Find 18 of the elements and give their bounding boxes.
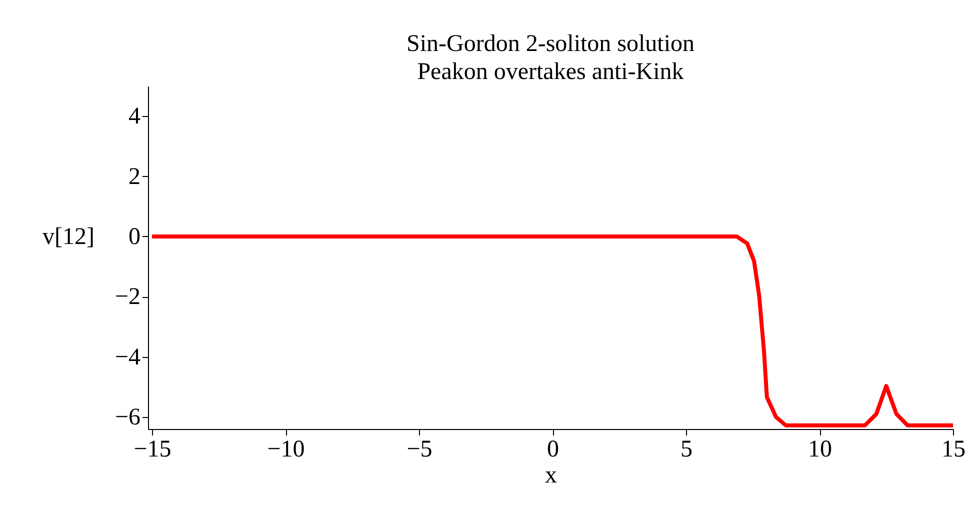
y-axis-title: v[12] [42, 224, 94, 250]
y-tick-label: −6 [114, 404, 140, 430]
line-series [150, 234, 953, 428]
text: Peakon overtakes anti-Kink [417, 59, 684, 85]
x-axis-title: x [545, 462, 557, 488]
x-tick-label: −15 [134, 436, 172, 462]
y-tick-label: 4 [128, 104, 140, 130]
text: Sin-Gordon 2-soliton solution [406, 31, 695, 57]
y-tick-label: 2 [128, 164, 140, 190]
x-tick-label: 10 [808, 436, 832, 462]
y-tick-label: −2 [114, 284, 140, 310]
y-tick-label: −4 [114, 344, 140, 370]
x-tick-label: −5 [406, 436, 432, 462]
x-tick-label: 5 [680, 436, 692, 462]
x-tick-label: −10 [267, 436, 305, 462]
x-tick-label: 0 [547, 436, 560, 462]
y-tick-label: 0 [128, 224, 140, 250]
x-tick-label: 15 [942, 436, 966, 462]
